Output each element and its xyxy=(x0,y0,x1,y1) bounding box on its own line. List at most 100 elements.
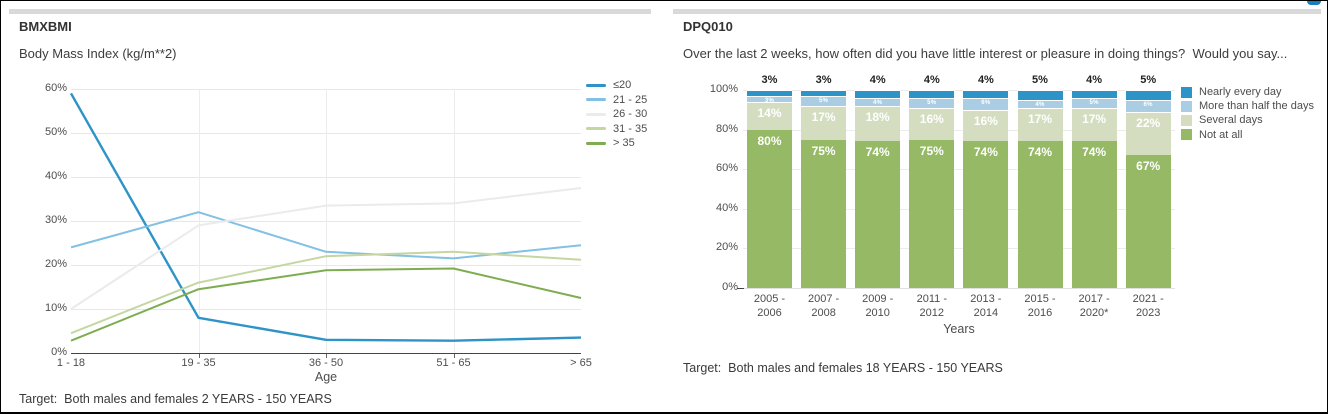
bar-segment-3[interactable] xyxy=(963,90,1009,98)
y-tick-label: 100% xyxy=(709,83,738,95)
bar-segment-0[interactable]: 75% xyxy=(909,139,955,288)
bar-segment-label: 74% xyxy=(865,145,890,160)
x-tick-label: 2011 - 2012 xyxy=(916,293,947,319)
stacked-bar-2[interactable]: 74% 18% 4% xyxy=(855,90,901,288)
bar-segment-3[interactable] xyxy=(855,90,901,98)
top-right-accent-icon xyxy=(1307,1,1321,5)
grid-line-v xyxy=(453,89,455,353)
bar-segment-3[interactable] xyxy=(1125,90,1171,100)
bmxbmi-panel: BMXBMI Body Mass Index (kg/m**2) 0% 10% 20… xyxy=(9,1,657,412)
panel-title-bmxbmi: BMXBMI xyxy=(19,19,72,34)
bar-segment-2[interactable]: 5% xyxy=(1071,97,1117,108)
stacked-bar-4[interactable]: 74% 16% 6% xyxy=(963,90,1009,288)
x-tick-label: 2005 - 2006 xyxy=(753,293,786,319)
bar-segment-3[interactable] xyxy=(1071,90,1117,98)
bar-segment-3[interactable] xyxy=(1017,90,1063,100)
bar-segment-label: 75% xyxy=(919,143,944,158)
legend-item-2[interactable]: Several days xyxy=(1181,114,1263,126)
y-tick-label: 60% xyxy=(44,82,67,94)
stacked-bar-3[interactable]: 75% 16% 5% xyxy=(909,90,955,288)
legend-item-label: Nearly every day xyxy=(1199,86,1282,98)
bar-segment-1[interactable]: 16% xyxy=(963,109,1009,142)
bar-segment-label: 74% xyxy=(1082,145,1107,160)
bar-segment-0[interactable]: 74% xyxy=(1071,141,1117,288)
line-series-1 xyxy=(70,211,582,260)
bar-segment-label: 5% xyxy=(818,97,829,104)
grid-line-h xyxy=(743,288,1175,289)
bar-segment-2[interactable]: 5% xyxy=(801,95,847,106)
stacked-bar-5[interactable]: 74% 17% 4% xyxy=(1017,90,1063,288)
legend-item-3[interactable]: Not at all xyxy=(1181,129,1242,141)
bar-segment-label: 4% xyxy=(1035,101,1045,108)
y-tick-label: 40% xyxy=(715,201,738,214)
legend-item-3[interactable]: 31 - 35 xyxy=(586,123,647,135)
bar-segment-1[interactable]: 14% xyxy=(747,101,792,130)
bar-segment-2[interactable]: 4% xyxy=(855,97,901,106)
legend-swatch-icon xyxy=(586,83,606,87)
panel-title-dpq010: DPQ010 xyxy=(683,19,733,34)
bar-segment-label: 6% xyxy=(981,99,991,106)
bar-segment-2[interactable]: 5% xyxy=(909,97,955,108)
stacked-bar-0[interactable]: 80% 14% 3% xyxy=(747,90,792,288)
bar-segment-3[interactable] xyxy=(801,90,847,96)
y-tick-label: 20% xyxy=(715,241,738,254)
bar-segment-2[interactable]: 4% xyxy=(1017,99,1063,108)
stacked-bar-1[interactable]: 75% 17% 5% xyxy=(801,90,847,288)
bar-segment-label: 14% xyxy=(757,105,782,120)
bar-segment-label: 16% xyxy=(919,111,944,126)
bar-segment-1[interactable]: 17% xyxy=(801,105,847,140)
y-tick-label: 0% xyxy=(722,281,738,293)
y-tick-label: 10% xyxy=(44,302,67,314)
x-tick-label: 2007 - 2008 xyxy=(807,293,840,319)
legend-item-4[interactable]: > 35 xyxy=(586,137,635,149)
stacked-bar-7[interactable]: 67% 22% 6% xyxy=(1125,90,1171,288)
bar-segment-0[interactable]: 80% xyxy=(747,129,792,288)
legend-item-1[interactable]: 21 - 25 xyxy=(586,94,647,106)
bar-segment-2[interactable]: 6% xyxy=(963,97,1009,110)
grid-line-h xyxy=(743,129,1175,131)
bar-segment-0[interactable]: 67% xyxy=(1125,155,1171,288)
legend-item-label: 31 - 35 xyxy=(613,122,648,135)
bar-segment-label: 17% xyxy=(1082,111,1107,126)
legend-item-0[interactable]: ≤20 xyxy=(586,79,631,91)
bar-segment-0[interactable]: 75% xyxy=(801,139,847,288)
bar-top-label: 4% xyxy=(1086,74,1103,86)
bar-segment-label: 6% xyxy=(1143,101,1153,108)
panel-top-strip xyxy=(673,9,1321,14)
stacked-bar-6[interactable]: 74% 17% 5% xyxy=(1071,90,1117,288)
bar-segment-2[interactable]: 3% xyxy=(747,95,792,104)
bar-segment-label: 74% xyxy=(973,145,998,160)
legend-swatch-icon xyxy=(586,141,606,145)
x-axis-tick xyxy=(453,354,455,358)
bar-segment-label: 5% xyxy=(927,99,937,106)
bar-segment-0[interactable]: 74% xyxy=(855,141,901,288)
x-tick-label: 2021 - 2023 xyxy=(1132,293,1164,319)
bar-segment-2[interactable]: 6% xyxy=(1125,99,1171,112)
bar-segment-1[interactable]: 17% xyxy=(1071,107,1117,142)
bar-segment-1[interactable]: 18% xyxy=(855,105,901,142)
legend-item-label: 26 - 30 xyxy=(613,108,648,121)
legend-swatch-icon xyxy=(1181,129,1192,141)
legend-item-label: > 35 xyxy=(613,137,635,150)
bar-top-label: 3% xyxy=(761,74,778,86)
bar-segment-0[interactable]: 74% xyxy=(963,141,1009,288)
bar-top-label: 5% xyxy=(1140,74,1157,86)
legend-swatch-icon xyxy=(586,98,606,102)
line-series-0 xyxy=(69,92,582,342)
x-tick-label: 19 - 35 xyxy=(181,357,216,369)
bar-segment-1[interactable]: 16% xyxy=(909,107,955,140)
bar-segment-label: 3% xyxy=(764,97,775,104)
bar-segment-3[interactable] xyxy=(747,90,792,96)
legend-item-2[interactable]: 26 - 30 xyxy=(586,108,647,120)
bar-segment-3[interactable] xyxy=(909,90,955,98)
legend-item-1[interactable]: More than half the days xyxy=(1181,100,1314,112)
bar-segment-0[interactable]: 74% xyxy=(1017,141,1063,288)
legend-item-0[interactable]: Nearly every day xyxy=(1181,86,1282,98)
y-tick-label: 80% xyxy=(715,122,738,135)
dpq-stacked-bar-chart: 0% 20% 40% 60% 80% 100% 80% 14% 3% 3% 2005 - 2006 7… xyxy=(673,1,1327,412)
line-series-3 xyxy=(70,250,582,335)
bar-segment-1[interactable]: 22% xyxy=(1125,111,1171,156)
bar-segment-label: 75% xyxy=(811,143,836,158)
bar-segment-1[interactable]: 17% xyxy=(1017,107,1063,142)
legend-item-label: ≤20 xyxy=(613,79,632,91)
